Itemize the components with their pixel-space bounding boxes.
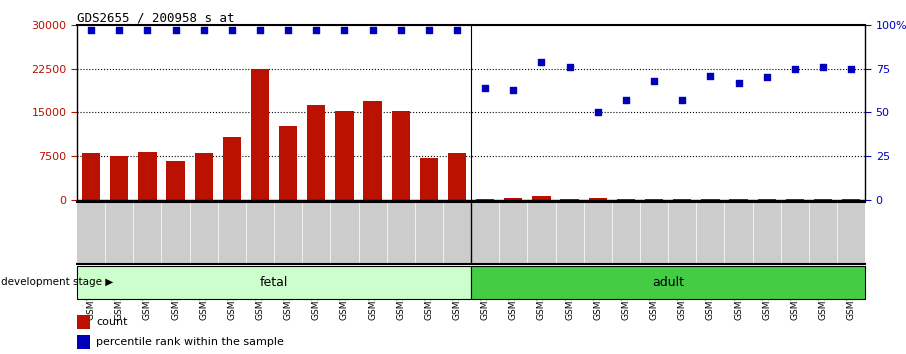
- Bar: [645, 199, 663, 200]
- Point: [197, 27, 211, 33]
- Point: [647, 78, 661, 84]
- Point: [478, 85, 493, 91]
- Point: [309, 27, 323, 33]
- Point: [365, 27, 380, 33]
- Point: [675, 97, 689, 103]
- Bar: [307, 105, 325, 200]
- Point: [225, 27, 239, 33]
- Bar: [561, 199, 579, 200]
- Bar: [842, 199, 861, 200]
- Bar: [729, 199, 747, 200]
- Bar: [701, 199, 719, 200]
- Point: [731, 80, 746, 85]
- Point: [253, 27, 267, 33]
- Point: [449, 27, 464, 33]
- Point: [84, 27, 99, 33]
- Point: [281, 27, 295, 33]
- Bar: [419, 158, 438, 200]
- Bar: [335, 111, 353, 200]
- Bar: [448, 153, 467, 200]
- Bar: [505, 198, 523, 200]
- Point: [506, 87, 521, 92]
- Bar: [82, 153, 101, 200]
- Point: [393, 27, 408, 33]
- Point: [619, 97, 633, 103]
- Bar: [223, 137, 241, 200]
- Point: [169, 27, 183, 33]
- Point: [703, 73, 718, 79]
- Bar: [251, 69, 269, 200]
- Bar: [279, 126, 297, 200]
- Bar: [814, 199, 832, 200]
- Text: count: count: [96, 318, 128, 327]
- Bar: [167, 161, 185, 200]
- Point: [843, 66, 858, 72]
- Text: percentile rank within the sample: percentile rank within the sample: [96, 337, 284, 347]
- Bar: [476, 199, 495, 200]
- Bar: [673, 199, 691, 200]
- Text: development stage ▶: development stage ▶: [1, 277, 113, 287]
- Bar: [589, 198, 607, 200]
- Point: [787, 66, 802, 72]
- Text: fetal: fetal: [260, 276, 288, 289]
- Bar: [533, 196, 551, 200]
- Point: [759, 75, 774, 80]
- Bar: [77, 315, 90, 329]
- Point: [337, 27, 352, 33]
- Bar: [786, 199, 804, 200]
- Point: [815, 64, 830, 70]
- Point: [112, 27, 127, 33]
- Bar: [77, 266, 471, 299]
- Bar: [111, 156, 129, 200]
- Bar: [617, 199, 635, 200]
- Text: GDS2655 / 200958_s_at: GDS2655 / 200958_s_at: [77, 11, 235, 24]
- Bar: [471, 266, 865, 299]
- Point: [563, 64, 577, 70]
- Text: adult: adult: [652, 276, 684, 289]
- Point: [140, 27, 155, 33]
- Bar: [391, 111, 410, 200]
- Point: [591, 110, 605, 115]
- Bar: [757, 199, 776, 200]
- Bar: [77, 335, 90, 348]
- Bar: [363, 101, 381, 200]
- Bar: [195, 153, 213, 200]
- Point: [535, 59, 549, 64]
- Point: [421, 27, 436, 33]
- Bar: [139, 152, 157, 200]
